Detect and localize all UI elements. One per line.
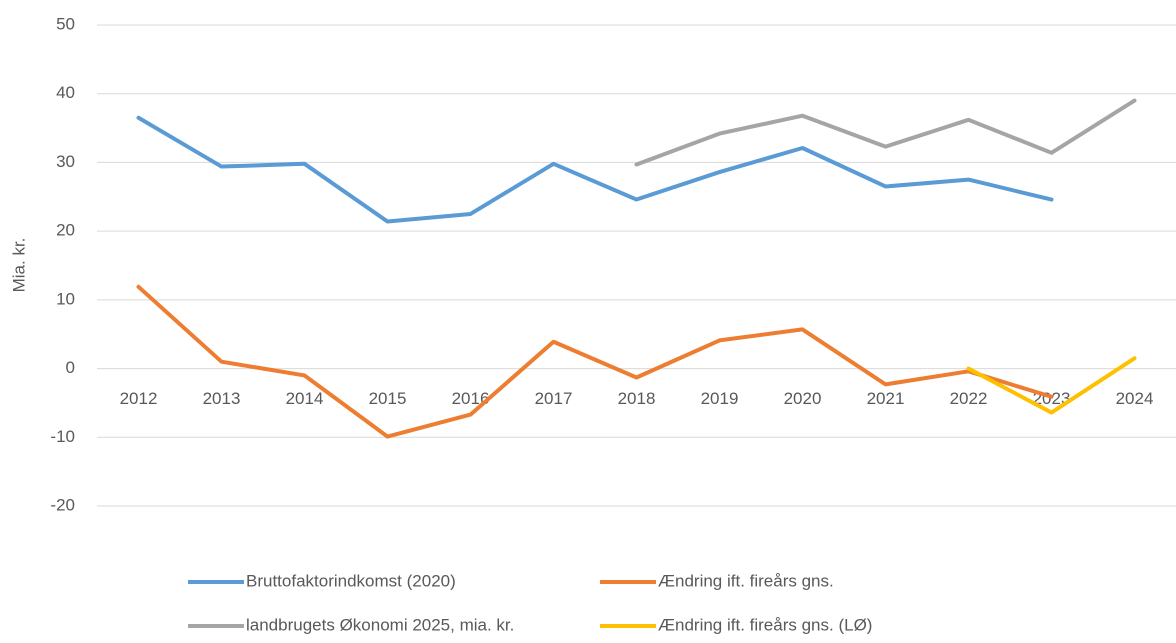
y-tick-label: -20 [50, 495, 75, 514]
legend-label: Bruttofaktorindkomst (2020) [246, 571, 456, 590]
legend-label: Ændring ift. fireårs gns. (LØ) [658, 615, 872, 634]
series-line [966, 356, 1137, 415]
y-tick-label: 30 [56, 152, 75, 171]
x-tick-label: 2014 [286, 389, 324, 408]
series-line [136, 115, 1054, 224]
series-line [136, 284, 1054, 439]
x-tick-label: 2018 [618, 389, 656, 408]
series-line [634, 98, 1137, 167]
y-tick-label: 10 [56, 289, 75, 308]
y-tick-label: -10 [50, 427, 75, 446]
x-tick-label: 2020 [784, 389, 822, 408]
x-tick-label: 2021 [867, 389, 905, 408]
legend-label: Ændring ift. fireårs gns. [658, 571, 834, 590]
x-tick-label: 2016 [452, 389, 490, 408]
x-tick-label: 2015 [369, 389, 407, 408]
x-tick-label: 2024 [1116, 389, 1154, 408]
x-tick-label: 2019 [701, 389, 739, 408]
x-tick-label: 2013 [203, 389, 241, 408]
y-axis-label: Mia. kr. [9, 238, 28, 293]
y-tick-label: 40 [56, 83, 75, 102]
legend-label: landbrugets Økonomi 2025, mia. kr. [246, 615, 514, 634]
y-tick-label: 0 [66, 358, 75, 377]
x-tick-label: 2022 [950, 389, 988, 408]
y-tick-label: 20 [56, 221, 75, 240]
y-tick-label: 50 [56, 14, 75, 33]
x-tick-label: 2017 [535, 389, 573, 408]
x-tick-label: 2012 [120, 389, 158, 408]
